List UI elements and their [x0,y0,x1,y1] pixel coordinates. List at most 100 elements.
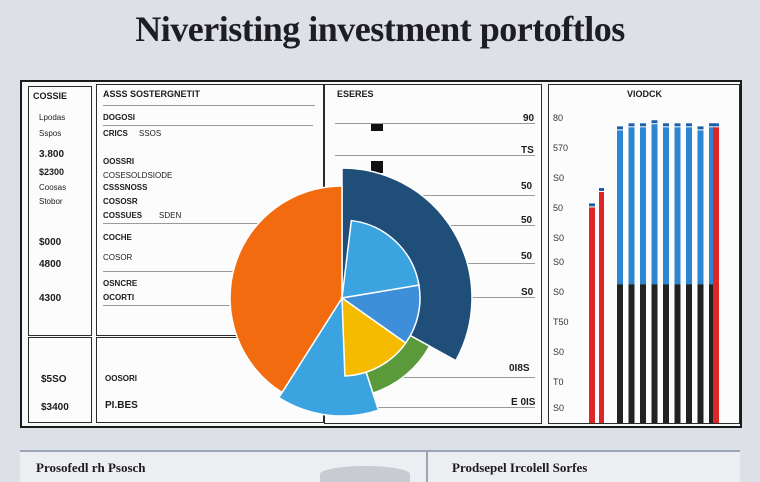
bar-red-2-cap [599,188,604,191]
bar-red-right-cap [713,123,719,127]
middle-row-10: OSNCRE [103,279,138,288]
left-row-2: Sspos [39,129,62,138]
left-bottom-row-1: $5SO [41,374,67,385]
bar-blue-5 [663,127,669,423]
bar-blue-2-cap [628,123,635,127]
middle-row-6: COSOSR [103,197,138,206]
bar-blue-6 [674,127,681,423]
middle-row-3: OOSSRI [103,157,135,166]
value-6: S0 [521,287,534,298]
bar-red-1-cap [589,203,595,207]
left-row-5: Coosas [39,183,67,192]
y-tick-8: T50 [553,317,569,327]
bar-blue-9-cap [709,123,715,127]
bar-blue-2-lower [628,284,635,423]
bar-red-2 [599,192,604,423]
value-1: 90 [523,113,535,124]
middle-row-8: COCHE [103,233,132,242]
bar-blue-9-lower [709,284,715,423]
bar-blue-4-lower [651,284,658,423]
bottom-center-dot [320,466,410,482]
marker-top [371,123,383,131]
bar-blue-2 [628,127,635,423]
value-2: TS [521,145,534,156]
bar-blue-9 [709,127,715,423]
y-tick-1: 80 [553,113,564,123]
value-7: 0I8S [509,363,530,374]
middle-row-4: COSESOLDSIODE [103,171,173,180]
y-tick-4: 50 [553,203,564,213]
dashboard-board: COSSIE Lpodas Sspos 3.800 $2300 Coosas S… [20,80,742,428]
middle-row-2: CRICS [103,129,128,138]
middle-row-1: DOGOSI [103,113,136,122]
pie-slice-sky-outer [277,296,380,417]
bottom-bar: Prosofedl rh Psosch Prodsepel Ircolell S… [20,450,740,482]
bar-blue-5-cap [663,123,669,127]
bar-red-1 [589,207,595,423]
pie-inner-slice-blue [340,284,421,345]
left-bottom-row-2: $3400 [41,402,69,413]
bar-chart-header: VIODCK [627,89,663,99]
pie-inner-slice-yellow [341,296,407,377]
bar-blue-1 [617,130,623,423]
left-row-9: 4300 [39,293,62,304]
middle-sub-1: SSOS [139,129,162,138]
value-5: 50 [521,251,533,262]
bar-blue-4 [651,124,658,424]
bar-blue-7 [686,127,692,423]
y-tick-3: S0 [553,173,565,183]
bottom-right-label: Prodsepel Ircolell Sorfes [452,460,588,475]
marker-mid [371,161,383,173]
value-8: E 0IS [511,397,536,408]
middle-row-7: COSSUES [103,211,143,220]
values-header: ESERES [337,89,374,99]
y-tick-2: 570 [553,143,569,153]
left-bottom-pane: $5SO $3400 [28,337,92,423]
pie-inner-slice-sky-inner [341,219,420,299]
value-4: 50 [521,215,533,226]
middle-row-5: CSSSNOSS [103,183,148,192]
bar-blue-5-lower [663,284,669,423]
left-row-1: Lpodas [39,113,66,122]
middle-row-11: OCORTI [103,293,135,302]
bar-blue-7-lower [686,284,692,423]
bar-chart [589,120,719,424]
y-tick-6: S0 [553,257,565,267]
left-row-6: Stobor [39,197,63,206]
middle-bottom-row-1: OOSORI [105,374,138,383]
bottom-divider [426,452,428,482]
y-tick-7: S0 [553,287,565,297]
bar-blue-3-cap [640,123,646,127]
left-row-3: 3.800 [39,149,65,160]
left-row-4: $2300 [39,167,65,177]
bar-blue-7-cap [686,123,692,127]
bar-blue-8-cap [697,126,704,130]
y-tick-10: T0 [553,377,564,387]
left-table-pane: COSSIE Lpodas Sspos 3.800 $2300 Coosas S… [28,86,92,336]
bar-red-right [713,127,719,423]
bottom-left-label: Prosofedl rh Psosch [36,460,146,475]
pie-slice-orange [229,185,343,394]
page-title: Niveristing investment portoftlos [135,9,625,49]
y-tick-11: S0 [553,403,565,413]
bar-blue-6-lower [674,284,681,423]
bar-blue-8-lower [697,284,704,423]
bar-blue-1-cap [617,126,623,130]
bar-blue-4-cap [651,120,658,124]
pie-chart [229,168,473,417]
bar-chart-pane: VIODCK 80 570 S0 50 S0 S0 S0 T50 S0 T0 S… [548,84,740,424]
middle-table-header: ASSS SOSTERGNETIT [103,89,201,99]
middle-bottom-row-2: PI.BES [105,400,138,411]
bar-blue-1-lower [617,284,623,423]
value-3: 50 [521,181,533,192]
y-tick-5: S0 [553,233,565,243]
bar-blue-3-lower [640,284,646,423]
bar-blue-3 [640,127,646,423]
bar-blue-8 [697,130,704,423]
y-tick-9: S0 [553,347,565,357]
middle-sub-2: SDEN [159,211,182,220]
bar-blue-6-cap [674,123,681,127]
middle-row-9: COSOR [103,253,133,262]
left-table-header: COSSIE [33,91,68,101]
left-row-8: 4800 [39,259,62,270]
